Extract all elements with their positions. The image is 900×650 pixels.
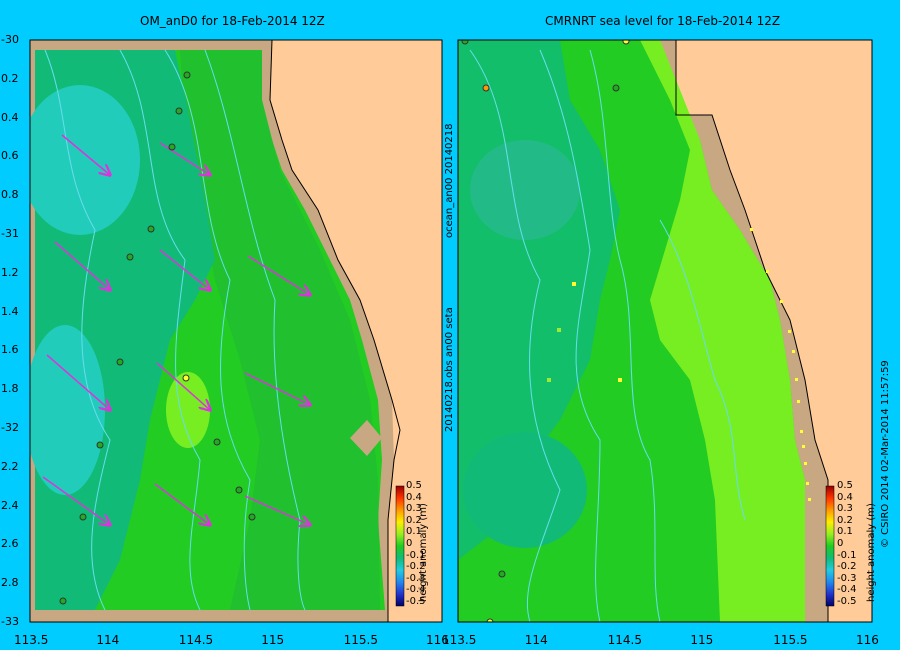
left-colorbar-label: height anomaly (m)	[418, 503, 429, 602]
left-coastline	[269, 40, 401, 622]
x-tick-label: 114.5	[607, 633, 642, 647]
y-tick-label: -33	[1, 615, 19, 628]
left-panel-title: OM_anD0 for 18-Feb-2014 12Z	[140, 14, 325, 28]
left-band-dark	[180, 50, 380, 610]
colorbar-tick-label: 0.3	[406, 503, 422, 515]
right-panel-title: CMRNRT sea level for 18-Feb-2014 12Z	[545, 14, 781, 28]
left-cyan-blob-mid	[30, 325, 105, 495]
y-tick-label: 0.6	[1, 149, 19, 163]
left-island	[350, 420, 382, 456]
left-observation-markers	[59, 71, 256, 605]
y-tick-label: -30	[1, 33, 19, 46]
x-tick-label: 113.5	[442, 633, 477, 647]
credit-text: © CSIRO 2014 02-Mar-2014 11:57:59	[880, 360, 891, 548]
colorbar-tick-label: -0.4	[837, 584, 857, 596]
y-tick-label: -31	[1, 227, 19, 240]
colorbar-tick-label: 0.5	[837, 480, 853, 491]
y-tick-label: 0.2	[1, 71, 19, 85]
left-frame	[29, 39, 443, 623]
right-bathymetry-contours	[469, 49, 746, 622]
right-frame	[457, 39, 873, 623]
y-tick-label: 2.6	[1, 537, 19, 551]
colorbar-tick-label: -0.3	[837, 572, 857, 584]
colorbar-tick-label: 0.3	[837, 503, 853, 515]
colorbar-tick-label: 0.1	[406, 526, 422, 538]
left-map	[30, 40, 442, 622]
colorbar-tick-label: 0.4	[406, 491, 422, 503]
left-light-blob	[166, 372, 210, 448]
colorbar-tick-label: 0	[837, 538, 844, 549]
right-colorbar-label: height anomaly (m)	[866, 503, 877, 602]
right-coastline	[675, 40, 829, 622]
colorbar-tick-label: 0.5	[406, 480, 422, 491]
colorbar-tick-label: 0.1	[837, 526, 853, 538]
x-tick-label: 115	[261, 633, 285, 647]
y-tick-label: 0.8	[1, 188, 19, 202]
y-tick-label: 1.2	[1, 265, 19, 279]
x-tick-label: 116	[426, 633, 449, 647]
colorbar-tick-label: 0.2	[406, 514, 422, 526]
right-observation-markers	[461, 40, 630, 622]
side-label-top: ocean_an00 20140218	[444, 123, 455, 238]
y-tick-label: 1.6	[1, 343, 19, 357]
colorbar-tick-label: -0.2	[837, 561, 857, 573]
right-small-dots	[547, 228, 811, 501]
colorbar-tick-label: -0.4	[406, 584, 426, 596]
y-tick-label: 2.4	[1, 498, 19, 512]
x-tick-label: 116	[856, 633, 879, 647]
colorbar-tick-label: -0.5	[406, 596, 426, 607]
x-tick-label: 113.5	[14, 633, 49, 647]
colorbar-tick-label: -0.1	[406, 549, 426, 561]
colorbar-tick-label: 0.2	[837, 514, 853, 526]
x-tick-label: 114	[524, 633, 548, 647]
left-velocity-arrows	[42, 134, 310, 525]
colorbar-tick-label: 0	[406, 538, 413, 549]
colorbar-tick-label: -0.5	[837, 596, 857, 607]
y-tick-label: 2.8	[1, 576, 19, 590]
y-tick-label: 1.8	[1, 382, 19, 396]
right-map	[458, 40, 872, 622]
x-tick-label: 115.5	[773, 633, 808, 647]
y-tick-label: 1.4	[1, 304, 19, 318]
x-tick-label: 115	[690, 633, 714, 647]
y-tick-label: 0.4	[1, 110, 19, 124]
side-label-bottom: 20140218.obs an00 seta	[444, 307, 455, 432]
y-tick-label: -32	[1, 421, 19, 434]
colorbar-tick-label: -0.2	[406, 561, 426, 573]
colorbar-tick-label: 0.4	[837, 491, 853, 503]
left-cyan-blob-top	[30, 85, 140, 235]
x-tick-label: 115.5	[343, 633, 378, 647]
right-teal-blob-top	[470, 140, 580, 240]
right-light-band	[640, 40, 805, 622]
right-colorbar	[825, 485, 835, 607]
colorbar-tick-label: -0.3	[406, 572, 426, 584]
colorbar-tick-label: -0.1	[837, 549, 857, 561]
right-teal-blob-bottom	[463, 432, 587, 548]
left-colorbar	[395, 485, 405, 607]
left-bathymetry-contours	[44, 49, 306, 611]
y-tick-label: 2.2	[1, 459, 19, 473]
x-tick-label: 114.5	[178, 633, 214, 647]
x-tick-label: 114	[96, 633, 120, 647]
